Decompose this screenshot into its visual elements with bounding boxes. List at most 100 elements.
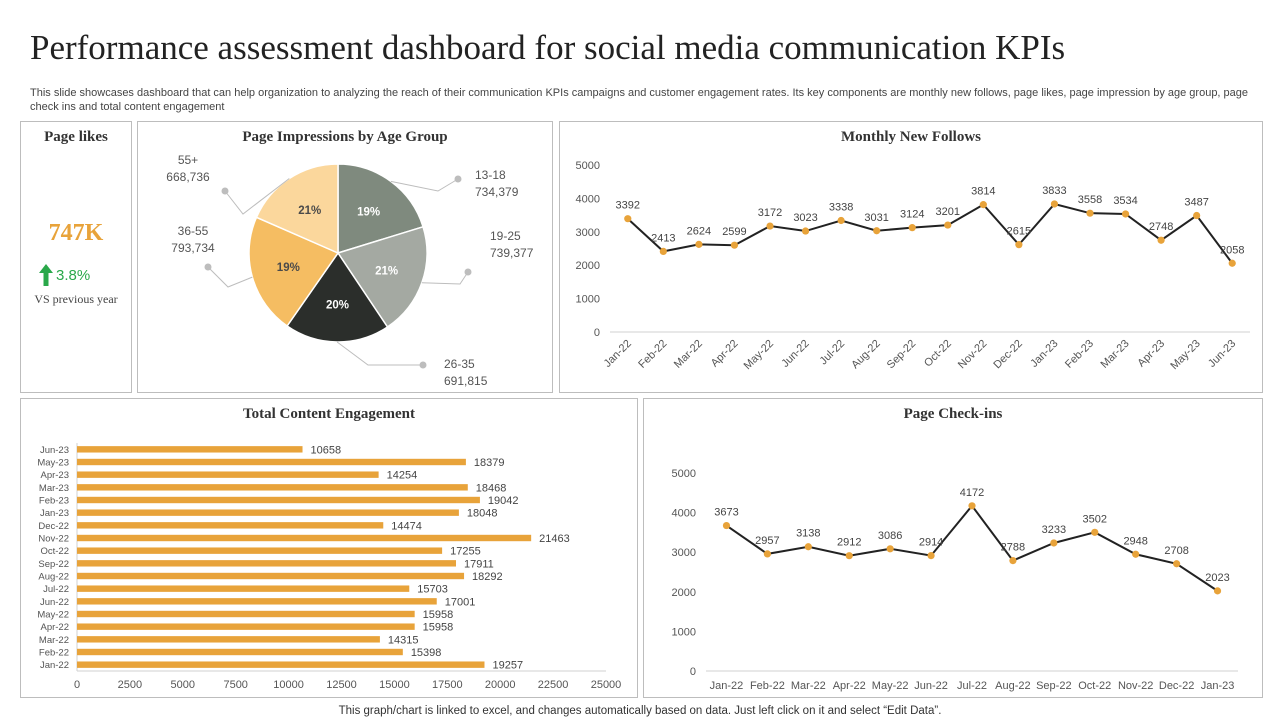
x-tick-label: 5000 xyxy=(171,679,195,691)
bar xyxy=(77,636,380,643)
data-point xyxy=(1015,241,1023,249)
pie-slice xyxy=(255,163,339,255)
data-point xyxy=(845,552,853,560)
x-tick-label: Feb-22 xyxy=(750,680,785,692)
data-label: 2708 xyxy=(1164,545,1188,557)
y-tick-label: Jan-23 xyxy=(40,508,69,519)
x-tick-label: Dec-22 xyxy=(1159,680,1194,692)
bar xyxy=(77,496,480,504)
data-label: 3487 xyxy=(1184,197,1208,209)
leader-dot xyxy=(454,175,462,183)
data-label: 2624 xyxy=(687,225,711,237)
x-tick-label: Sep-22 xyxy=(885,338,919,372)
page-likes-title: Page likes xyxy=(44,129,108,145)
data-label: 3031 xyxy=(864,212,888,224)
y-tick-label: Apr-23 xyxy=(40,470,69,481)
x-tick-label: Oct-22 xyxy=(922,338,954,370)
bar xyxy=(77,661,485,668)
slice-category-label: 36-55 xyxy=(178,224,209,238)
x-tick-label: Apr-22 xyxy=(833,680,866,692)
x-tick-label: Apr-23 xyxy=(1135,338,1167,370)
data-label: 2615 xyxy=(1007,226,1031,238)
slice-value-label: 739,377 xyxy=(490,246,534,260)
bar xyxy=(77,458,466,466)
page-likes-change: 3.8% xyxy=(39,264,90,286)
y-tick-label: Mar-22 xyxy=(39,635,69,646)
data-label: 2948 xyxy=(1123,535,1147,547)
data-point xyxy=(804,543,812,551)
data-label: 15703 xyxy=(417,584,448,596)
impressions-panel: Page Impressions by Age Group 19% 13-18 73… xyxy=(137,121,553,393)
data-label: 3138 xyxy=(796,528,820,540)
data-label: 3023 xyxy=(793,212,817,224)
y-tick-label: 1000 xyxy=(576,294,600,306)
data-point xyxy=(1091,528,1099,536)
y-tick-label: 3000 xyxy=(672,547,696,559)
data-point xyxy=(695,240,703,248)
data-label: 3534 xyxy=(1113,195,1137,207)
data-label: 4172 xyxy=(960,487,984,499)
y-tick-label: May-23 xyxy=(37,458,69,469)
y-tick-label: Feb-23 xyxy=(39,496,69,507)
data-point xyxy=(1228,259,1236,267)
leader-dot xyxy=(204,263,212,271)
slice-category-label: 55+ xyxy=(178,153,198,167)
data-point xyxy=(766,222,774,230)
data-label: 17001 xyxy=(445,596,476,608)
checkins-panel: Page Check-ins 0 1000 2000 3000 4000 5000 Jan-… xyxy=(643,398,1263,698)
data-label: 17255 xyxy=(450,546,481,558)
data-label: 2914 xyxy=(919,537,943,549)
leader-line xyxy=(207,266,253,288)
x-tick-label: May-23 xyxy=(1168,338,1202,372)
x-tick-label: 2500 xyxy=(118,679,142,691)
y-tick-label: Jun-22 xyxy=(40,597,69,608)
data-label: 3392 xyxy=(616,200,640,212)
slice-value-label: 668,736 xyxy=(166,170,210,184)
data-label: 15958 xyxy=(423,622,454,634)
engagement-panel: Total Content Engagement 0 2500 5000 7500 10… xyxy=(20,398,638,698)
data-point xyxy=(873,227,881,235)
data-label: 3338 xyxy=(829,202,853,214)
data-label: 2748 xyxy=(1149,221,1173,233)
data-label: 14254 xyxy=(387,470,418,482)
leader-dot xyxy=(221,187,229,195)
data-label: 3814 xyxy=(971,186,995,198)
pie-slice xyxy=(336,225,428,329)
page-likes-value: 747K xyxy=(48,220,104,246)
x-tick-label: Jan-23 xyxy=(1201,680,1235,692)
data-label: 14474 xyxy=(391,520,422,532)
data-point xyxy=(1157,236,1165,244)
arrow-up-icon xyxy=(39,264,53,286)
data-point xyxy=(944,221,952,229)
data-label: 3172 xyxy=(758,207,782,219)
series-line xyxy=(725,504,1219,592)
leader-line xyxy=(421,271,469,285)
slice-category-label: 26-35 xyxy=(444,357,475,371)
data-point xyxy=(968,502,976,510)
y-tick-label: Nov-22 xyxy=(38,534,69,545)
x-tick-label: Jan-22 xyxy=(710,680,744,692)
data-point xyxy=(1193,211,1201,220)
x-tick-label: May-22 xyxy=(742,338,776,372)
data-label: 18292 xyxy=(472,571,503,583)
y-tick-label: Sep-22 xyxy=(38,559,69,570)
y-tick-label: Mar-23 xyxy=(39,483,69,494)
x-tick-label: Feb-23 xyxy=(1063,338,1096,371)
bar xyxy=(77,623,415,630)
page-likes-panel: Page likes 747K 3.8% VS previous year xyxy=(20,121,132,393)
y-tick-label: Jun-23 xyxy=(40,445,69,456)
data-point xyxy=(1050,200,1059,208)
page-likes-note: VS previous year xyxy=(34,292,118,306)
bar xyxy=(77,547,443,554)
data-label: 2058 xyxy=(1220,244,1244,256)
data-label: 2788 xyxy=(1001,542,1025,554)
data-label: 19257 xyxy=(492,660,523,672)
data-point xyxy=(908,224,916,232)
follows-panel: Monthly New Follows 0 1000 2000 3000 4000 500… xyxy=(559,121,1263,393)
x-tick-label: Aug-22 xyxy=(849,338,883,372)
data-label: 18468 xyxy=(476,482,507,494)
y-tick-label: 3000 xyxy=(576,227,600,239)
footer-note: This graph/chart is linked to excel, and… xyxy=(338,705,942,717)
bar xyxy=(77,509,459,516)
data-label: 17911 xyxy=(464,558,494,570)
